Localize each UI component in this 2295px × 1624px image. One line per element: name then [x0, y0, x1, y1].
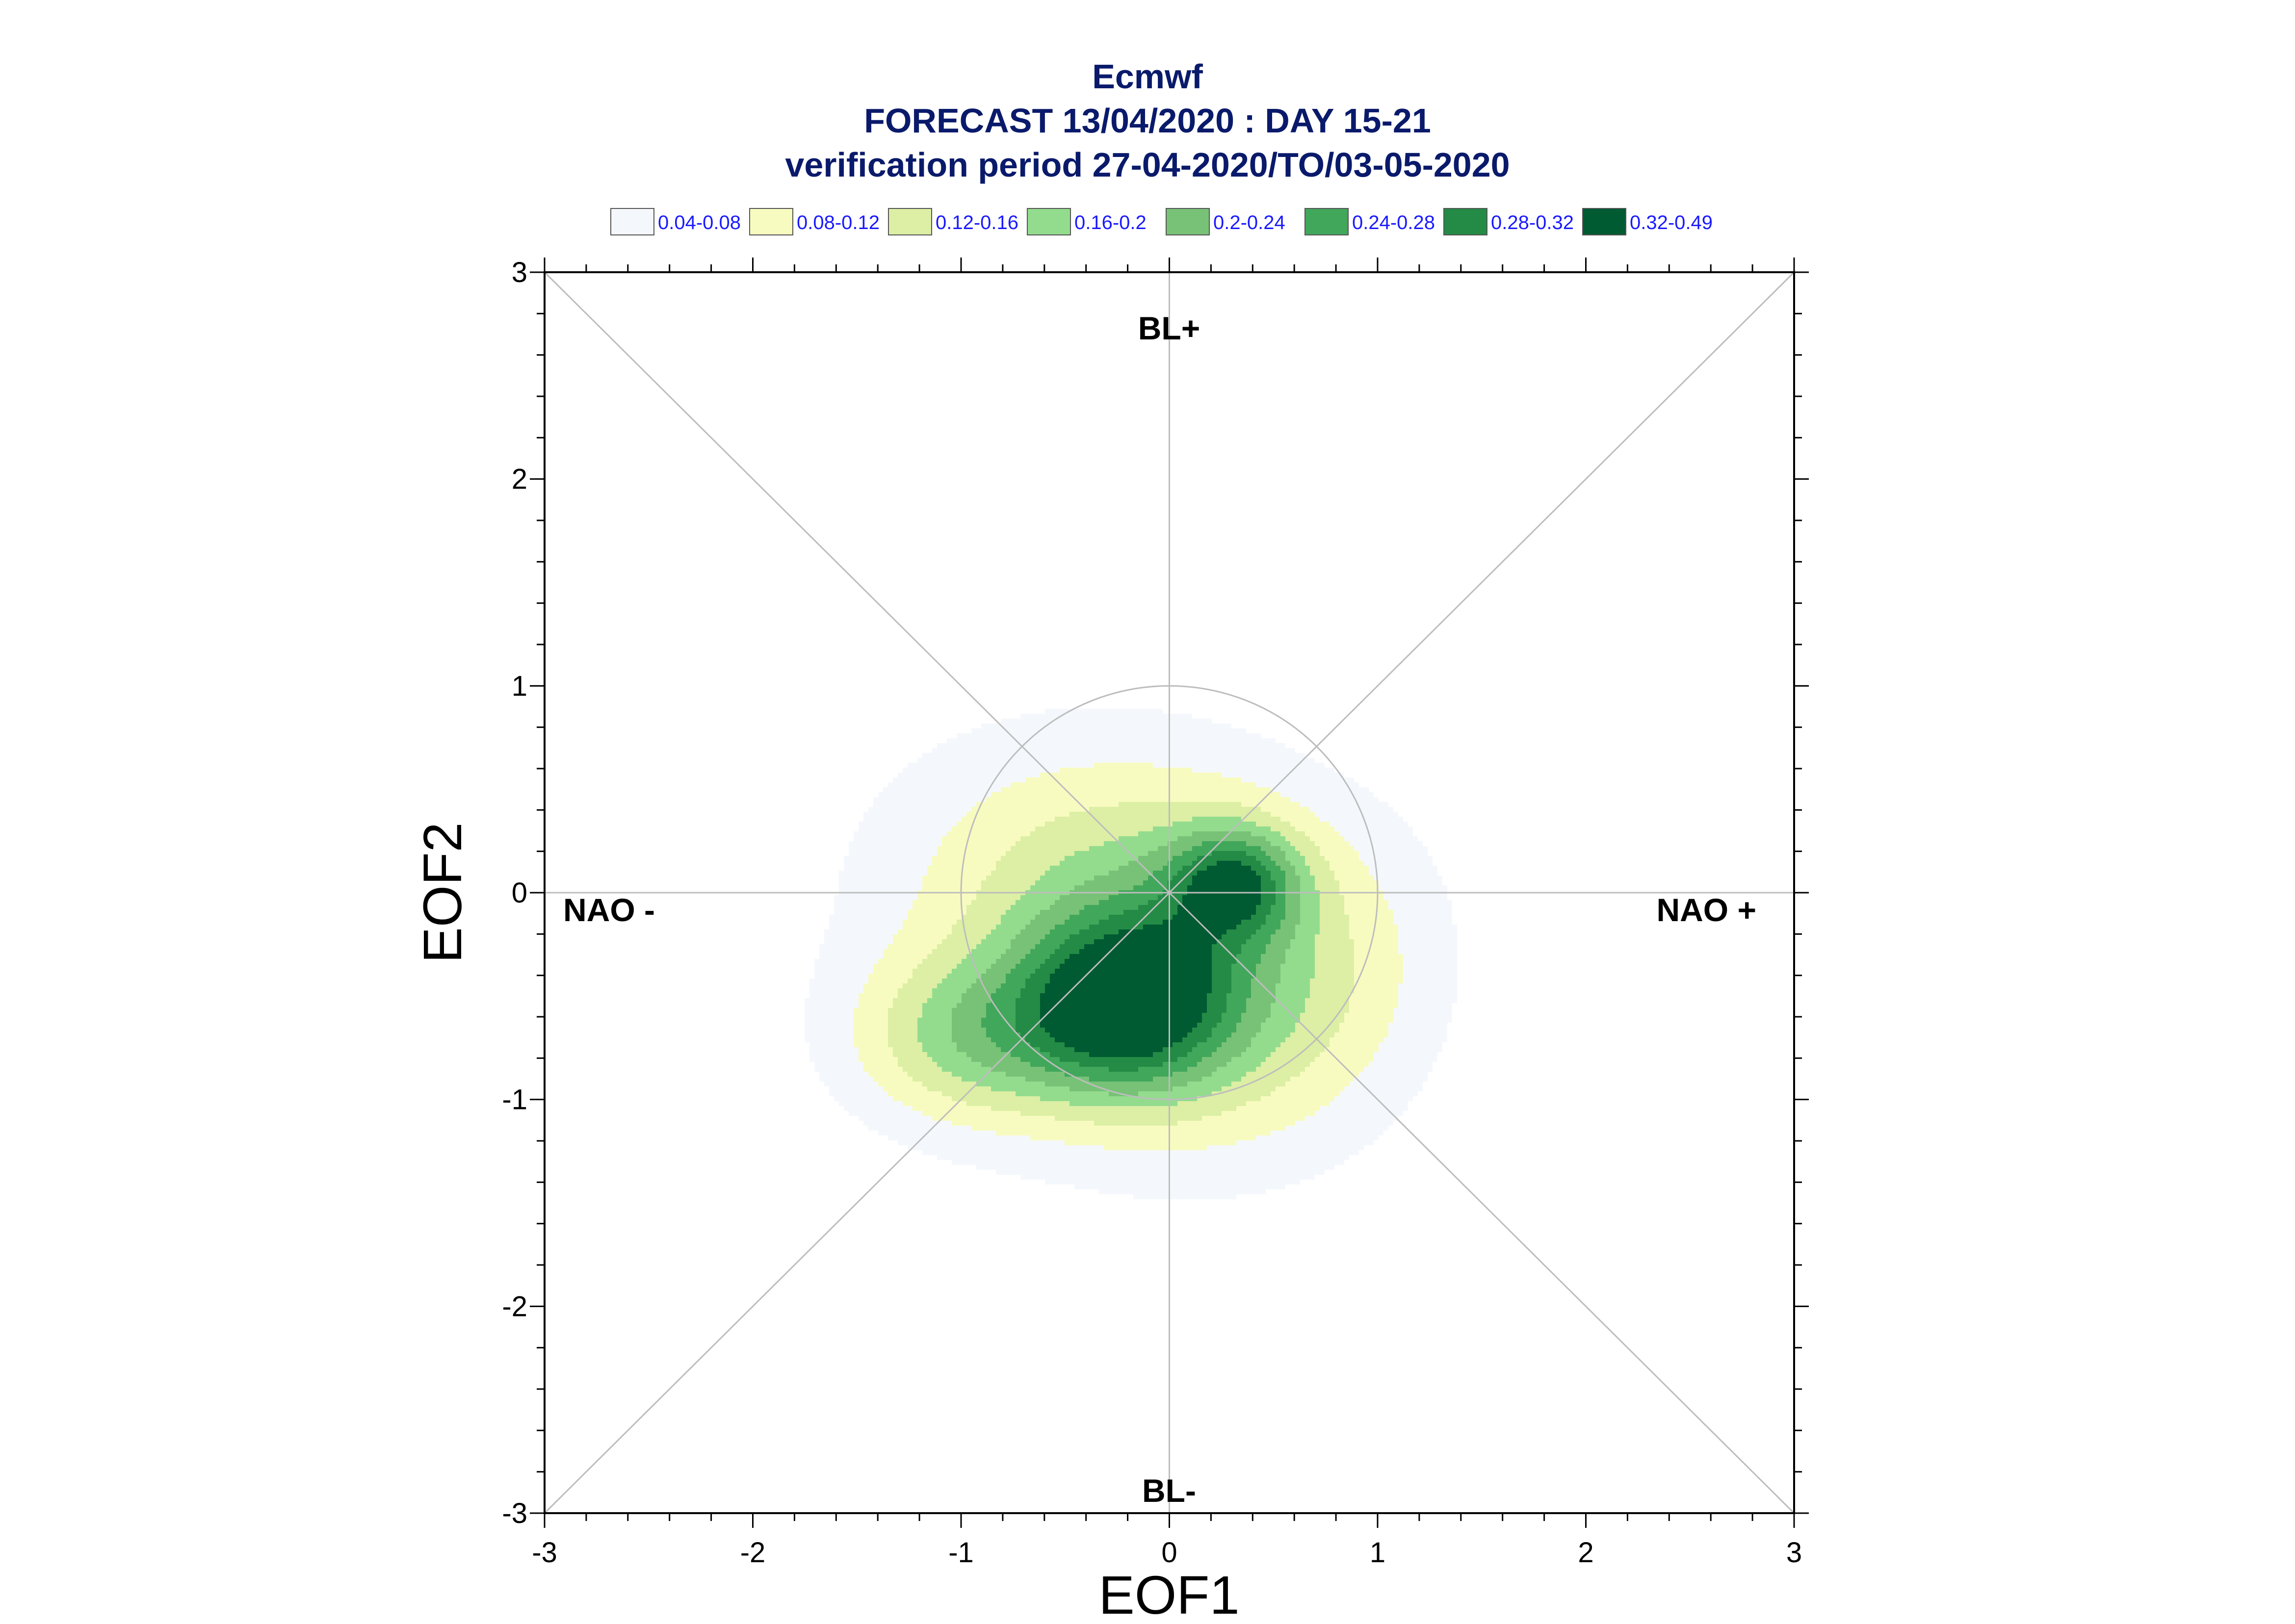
legend-swatch	[1027, 208, 1071, 235]
legend-swatch	[1304, 208, 1349, 235]
regime-label-left: NAO -	[563, 892, 655, 928]
x-tick-label: 0	[1161, 1537, 1177, 1569]
chart-title: Ecmwf	[1092, 57, 1203, 96]
chart-subtitle-2: verification period 27-04-2020/TO/03-05-…	[785, 146, 1510, 184]
regime-label-bottom: BL-	[1142, 1472, 1196, 1509]
legend-label: 0.16-0.2	[1074, 212, 1147, 233]
reference-lines	[544, 271, 1795, 1514]
legend-swatch	[1443, 208, 1487, 235]
y-tick-label: 2	[512, 464, 527, 495]
legend: 0.04-0.08 0.08-0.12 0.12-0.16 0.16-0.2 0.2-0…	[610, 208, 1713, 235]
legend-label: 0.2-0.24	[1213, 212, 1285, 233]
legend-swatch	[749, 208, 793, 235]
x-tick-label: 1	[1370, 1537, 1385, 1569]
legend-label: 0.08-0.12	[797, 212, 880, 233]
y-tick-label: -2	[502, 1290, 527, 1322]
tick-labels: -3 -2 -1 0 1 2 3 -3 -2 -1 0 1 2 3	[502, 257, 1802, 1569]
x-tick-label: -1	[948, 1537, 974, 1569]
x-tick-label: 3	[1786, 1537, 1802, 1569]
y-axis-title: EOF2	[413, 822, 473, 963]
y-tick-label: 3	[512, 257, 527, 288]
legend-swatch	[888, 208, 932, 235]
x-tick-label: 2	[1578, 1537, 1593, 1569]
legend-label: 0.04-0.08	[658, 212, 741, 233]
legend-label: 0.12-0.16	[936, 212, 1018, 233]
legend-label: 0.28-0.32	[1491, 212, 1574, 233]
y-tick-label: -3	[502, 1497, 527, 1529]
y-tick-label: -1	[502, 1084, 527, 1116]
contour-level-0.32-0.49	[1040, 861, 1261, 1057]
y-tick-label: 0	[512, 877, 527, 909]
regime-label-top: BL+	[1138, 310, 1200, 346]
legend-label: 0.32-0.49	[1630, 212, 1713, 233]
x-axis-title: EOF1	[1098, 1565, 1239, 1624]
density-contours	[805, 709, 1457, 1199]
x-tick-label: -3	[532, 1537, 557, 1569]
legend-swatch	[610, 208, 654, 235]
x-tick-label: -2	[740, 1537, 766, 1569]
legend-label: 0.24-0.28	[1352, 212, 1435, 233]
legend-swatch	[1166, 208, 1210, 235]
regime-label-right: NAO +	[1656, 892, 1756, 928]
plot-area: -3 -2 -1 0 1 2 3 -3 -2 -1 0 1 2 3 BL+ BL- NAO - NAO +	[502, 257, 1809, 1569]
y-tick-label: 1	[512, 670, 527, 702]
chart-subtitle: FORECAST 13/04/2020 : DAY 15-21	[864, 102, 1431, 140]
axis-ticks	[530, 258, 1809, 1528]
legend-swatch	[1582, 208, 1626, 235]
